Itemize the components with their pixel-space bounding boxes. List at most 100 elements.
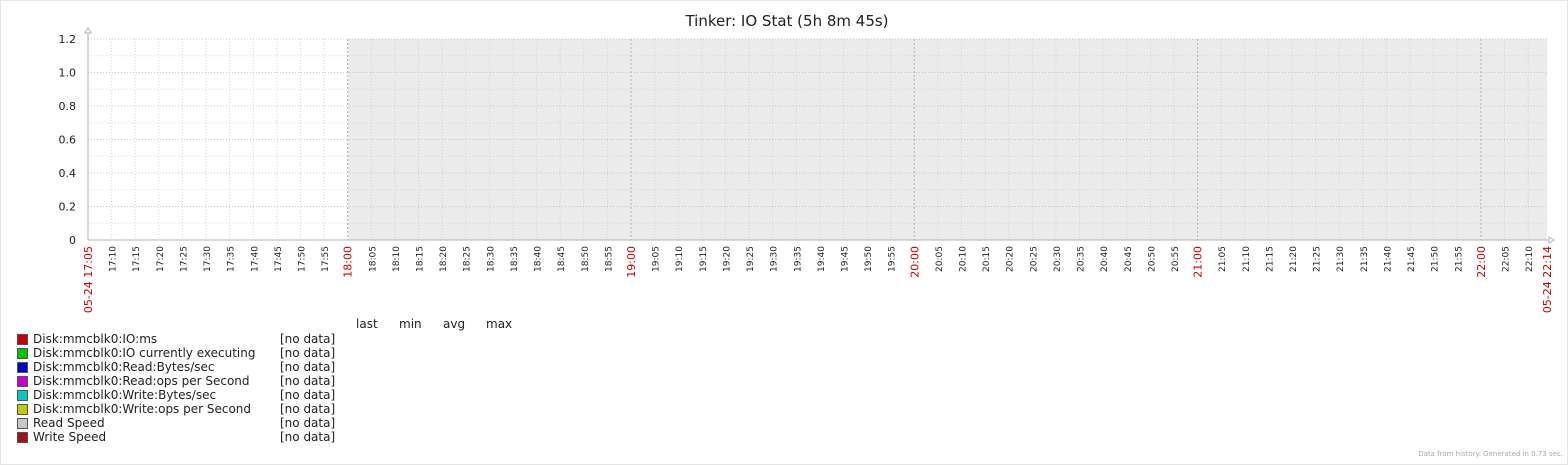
x-tick-label: 20:10 [959,246,969,272]
x-tick-label: 21:10 [1242,246,1252,272]
legend-series-name: Write Speed [33,430,107,444]
x-tick-label: 21:50 [1431,246,1441,272]
legend-header-max: max [486,317,513,331]
x-tick-label: 17:45 [274,246,284,272]
grid [88,38,1547,241]
x-tick-label: 20:40 [1100,246,1110,272]
x-tick-label: 20:35 [1077,246,1087,272]
x-tick-label: 21:30 [1336,246,1346,272]
x-tick-label: 17:55 [321,246,331,272]
legend-series-name: Disk:mmcblk0:Write:Bytes/sec [33,388,217,402]
x-tick-label: 17:50 [297,246,307,272]
legend-series-status: [no data] [280,332,336,346]
x-tick-label: 20:05 [935,246,945,272]
x-tick-label: 17:10 [109,246,119,272]
legend-series-status: [no data] [280,360,336,374]
x-tick-label: 20:15 [982,246,992,272]
x-tick-label: 21:00 [1192,246,1205,278]
y-tick-label: 0.6 [59,134,77,147]
legend-series-name: Disk:mmcblk0:Read:ops per Second [33,374,250,388]
x-tick-label: 20:45 [1124,246,1134,272]
legend-swatch [17,362,28,373]
x-tick-label: 17:15 [132,246,142,272]
x-tick-label: 19:10 [675,246,685,272]
x-tick-label: 19:55 [888,246,898,272]
legend-series-name: Disk:mmcblk0:IO currently executing [33,346,256,360]
legend-series-name: Read Speed [33,416,105,430]
legend-series-status: [no data] [280,402,336,416]
x-tick-label: 18:50 [581,246,591,272]
x-tick-label: 18:25 [463,246,473,272]
x-tick-label: 17:20 [156,246,166,272]
y-tick-label: 0 [69,234,76,247]
x-tick-label: 18:20 [439,246,449,272]
x-axis-arrow [1548,236,1555,244]
legend-swatch [17,418,28,429]
legend-series-status: [no data] [280,388,336,402]
x-tick-label: 19:50 [864,246,874,272]
x-tick-label: 20:50 [1147,246,1157,272]
x-tick-label: 18:35 [510,246,520,272]
x-tick-label: 22:10 [1525,246,1535,272]
chart-title: Tinker: IO Stat (5h 8m 45s) [684,12,888,30]
x-tick-label: 20:30 [1053,246,1063,272]
x-tick-label: 18:40 [534,246,544,272]
x-end-label: 05-24 22:14 [1541,246,1554,313]
x-tick-label: 21:40 [1383,246,1393,272]
x-tick-label: 18:00 [342,246,355,278]
x-tick-label: 21:35 [1360,246,1370,272]
x-tick-label: 20:00 [908,246,921,278]
legend-header-last: last [356,317,378,331]
x-tick-label: 21:20 [1289,246,1299,272]
x-tick-label: 19:00 [625,246,638,278]
y-tick-label: 0.2 [59,201,77,214]
shaded-period [347,39,1547,240]
x-tick-label: 17:40 [250,246,260,272]
x-tick-label: 19:30 [770,246,780,272]
legend-series-name: Disk:mmcblk0:Read:Bytes/sec [33,360,215,374]
legend-swatch [17,390,28,401]
y-tick-label: 0.4 [59,167,77,180]
footer-note: Data from history. Generated in 0.73 sec… [1418,450,1563,458]
legend-swatch [17,334,28,345]
x-tick-label: 21:15 [1265,246,1275,272]
x-tick-label: 20:20 [1006,246,1016,272]
legend-series-status: [no data] [280,416,336,430]
x-tick-label: 21:55 [1454,246,1464,272]
legend-header-min: min [399,317,422,331]
x-tick-label: 18:15 [416,246,426,272]
x-tick-label: 19:20 [722,246,732,272]
x-tick-label: 19:45 [840,246,850,272]
y-tick-label: 0.8 [59,100,77,113]
y-tick-label: 1.2 [59,33,77,46]
x-tick-label: 22:00 [1475,246,1488,278]
x-tick-label: 18:45 [557,246,567,272]
x-tick-label: 21:25 [1313,246,1323,272]
x-tick-label: 21:45 [1407,246,1417,272]
x-tick-label: 20:55 [1171,246,1181,272]
x-tick-label: 17:25 [179,246,189,272]
x-tick-label: 18:05 [368,246,378,272]
x-tick-label: 17:35 [227,246,237,272]
legend-header-avg: avg [443,317,466,331]
x-tick-label: 18:55 [604,246,614,272]
x-tick-label: 17:30 [203,246,213,272]
legend-series-status: [no data] [280,346,336,360]
x-tick-label: 19:25 [746,246,756,272]
x-tick-label: 19:35 [793,246,803,272]
legend-swatch [17,404,28,415]
x-start-label: 05-24 17:05 [82,246,95,313]
legend-series-status: [no data] [280,430,336,444]
legend-series-status: [no data] [280,374,336,388]
y-tick-label: 1.0 [59,67,77,80]
x-tick-label: 18:30 [486,246,496,272]
axes: 0 0.2 0.4 0.6 0.8 1.0 1.2 17:10 17:15 17:20 17:25 1… [59,27,1555,313]
legend-swatch [17,432,28,443]
x-tick-label: 19:40 [817,246,827,272]
y-axis-arrow [84,27,92,34]
legend-series-name: Disk:mmcblk0:Write:ops per Second [33,402,252,416]
x-tick-label: 19:05 [652,246,662,272]
x-tick-label: 19:15 [699,246,709,272]
